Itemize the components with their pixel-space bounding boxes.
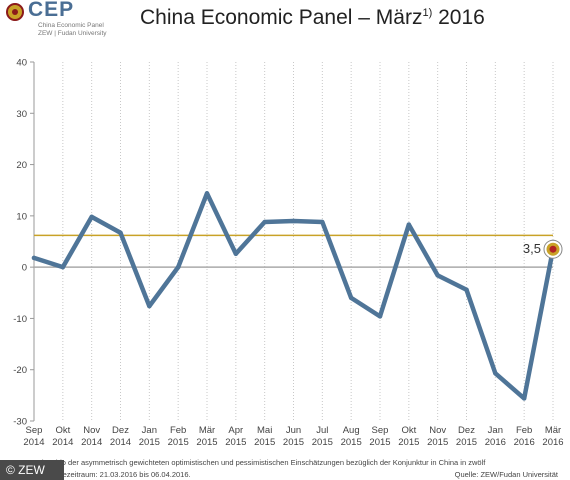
x-tick-label-month: Jul <box>316 425 328 436</box>
y-axis: -30 -20 -10 0 10 20 30 40 <box>13 58 34 428</box>
x-tick-label-year: 2015 <box>196 437 217 448</box>
x-tick-label-month: Mär <box>199 425 215 436</box>
x-tick-label-year: 2015 <box>369 437 390 448</box>
x-tick-label-month: Feb <box>516 425 532 436</box>
x-tick-label-year: 2014 <box>110 437 131 448</box>
data-point <box>262 219 267 225</box>
x-tick-label-month: Mai <box>257 425 272 436</box>
title-main: China Economic Panel – März <box>140 6 423 29</box>
y-tick-label: -20 <box>13 365 27 376</box>
x-tick-label-month: Jan <box>142 425 157 436</box>
data-point <box>89 214 94 220</box>
x-tick-label-month: Dez <box>112 425 129 436</box>
x-tick-label-year: 2015 <box>341 437 362 448</box>
data-point <box>60 264 66 270</box>
x-tick-label-year: 2015 <box>225 437 246 448</box>
x-tick-label-year: 2015 <box>139 437 160 448</box>
x-tick-label-year: 2016 <box>542 437 563 448</box>
x-tick-label-year: 2015 <box>283 437 304 448</box>
data-point <box>147 303 152 309</box>
data-point <box>464 287 469 292</box>
data-point <box>118 230 123 235</box>
x-tick-label-year: 2015 <box>312 437 333 448</box>
footnote: 1) Saldo der asymmetrisch gewichteten op… <box>38 458 486 467</box>
x-tick-label-month: Aug <box>343 425 360 436</box>
x-tick-label-year: 2014 <box>81 437 102 448</box>
x-axis: Sep2014Okt2014Nov2014Dez2014Jan2015Feb20… <box>23 425 563 448</box>
marker-inner <box>549 245 557 253</box>
source-note: Quelle: ZEW/Fudan Universität <box>454 470 558 479</box>
title-year: 2016 <box>438 6 485 29</box>
header: CEP China Economic Panel ZEW | Fudan Uni… <box>0 0 570 44</box>
x-tick-label-month: Okt <box>401 425 416 436</box>
x-tick-label-month: Sep <box>26 425 43 436</box>
x-tick-label-year: 2015 <box>398 437 419 448</box>
x-tick-label-year: 2016 <box>514 437 535 448</box>
logo-text: CEP <box>28 0 75 21</box>
y-tick-label: 30 <box>16 109 27 120</box>
x-tick-label-year: 2015 <box>254 437 275 448</box>
x-tick-label-month: Jan <box>488 425 503 436</box>
data-point <box>233 251 239 257</box>
title-footnote-mark: 1) <box>422 7 433 19</box>
y-tick-label: -10 <box>13 314 27 325</box>
data-point <box>320 219 325 225</box>
x-tick-label-year: 2014 <box>23 437 44 448</box>
data-point <box>493 371 498 376</box>
x-tick-label-year: 2016 <box>485 437 506 448</box>
x-tick-label-month: Okt <box>55 425 70 436</box>
data-point <box>348 295 354 301</box>
data-point <box>377 314 383 319</box>
last-value-marker <box>543 239 563 259</box>
data-point <box>291 218 296 224</box>
x-tick-label-month: Dez <box>458 425 475 436</box>
x-tick-label-month: Feb <box>170 425 186 436</box>
data-point <box>521 396 527 401</box>
logo-subtitle-2: ZEW | Fudan University <box>38 30 107 37</box>
x-tick-label-year: 2014 <box>52 437 73 448</box>
y-tick-label: 40 <box>16 58 27 69</box>
y-tick-label: -30 <box>13 417 27 428</box>
survey-period: Umfragezeitraum: 21.03.2016 bis 06.04.20… <box>38 470 191 479</box>
x-tick-label-year: 2015 <box>456 437 477 448</box>
last-value-label: 3,5 <box>523 241 541 256</box>
cep-logo-icon <box>6 3 24 21</box>
x-tick-label-month: Nov <box>83 425 100 436</box>
x-tick-label-month: Jun <box>286 425 301 436</box>
x-tick-label-month: Sep <box>372 425 389 436</box>
grid-lines <box>33 62 554 421</box>
data-points <box>31 191 556 401</box>
x-tick-label-month: Apr <box>228 425 243 436</box>
y-tick-label: 0 <box>22 263 27 274</box>
chart-title: China Economic Panel – März1) 2016 <box>140 6 485 30</box>
data-point <box>31 255 37 261</box>
y-tick-label: 20 <box>16 160 27 171</box>
data-point <box>406 222 412 227</box>
copyright-badge: © ZEW <box>0 460 64 480</box>
data-point <box>204 191 210 196</box>
cep-logo: CEP China Economic Panel ZEW | Fudan Uni… <box>6 0 116 40</box>
x-tick-label-year: 2015 <box>168 437 189 448</box>
x-tick-label-year: 2015 <box>427 437 448 448</box>
logo-subtitle-1: China Economic Panel <box>38 22 104 29</box>
x-tick-label-month: Nov <box>429 425 446 436</box>
y-tick-label: 10 <box>16 211 27 222</box>
data-point <box>175 264 181 270</box>
x-tick-label-month: Mär <box>545 425 561 436</box>
data-point <box>435 273 440 278</box>
